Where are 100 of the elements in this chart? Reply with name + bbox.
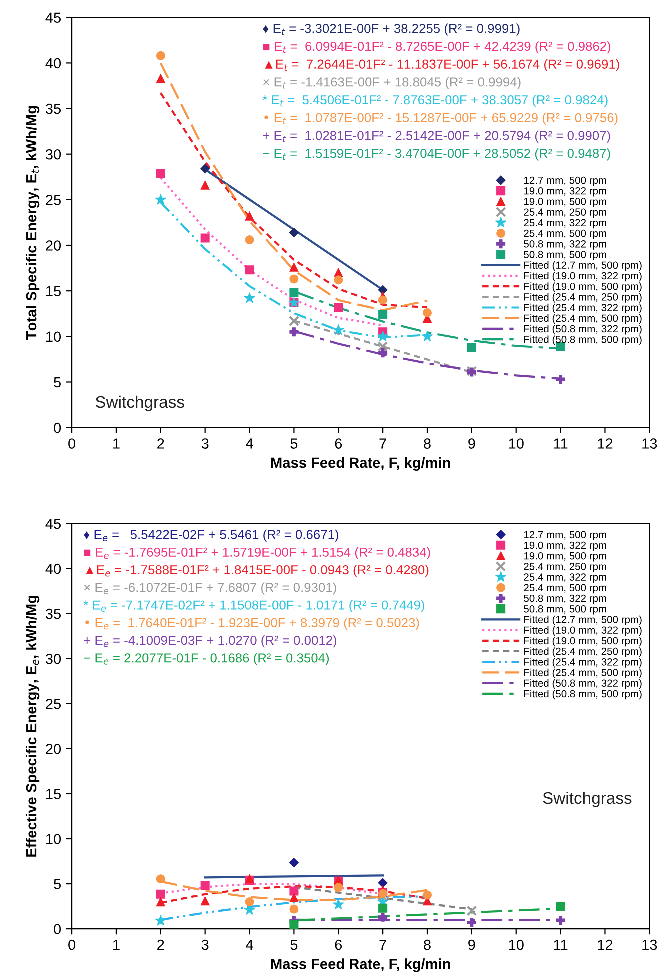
legend-label: Fitted (50.8 mm, 500 rpm)	[524, 690, 642, 700]
legend-label: Fitted (19.0 mm, 500 rpm)	[524, 637, 642, 647]
x-tick-label: 11	[554, 438, 568, 449]
y-tick-label: 40	[46, 58, 62, 69]
annotation: Switchgrass	[96, 396, 184, 412]
annotation: + E$_{t}$ = 1.0281E-01F² - 2.5142E-00F + 20.5794 (R² = 0.9907)	[263, 130, 610, 143]
legend-label: Fitted (25.4 mm, 322 rpm)	[524, 304, 642, 314]
annotation: Switchgrass	[543, 792, 632, 808]
x-tick-label: 0	[68, 940, 76, 950]
legend-label: 12.7 mm, 500 rpm	[524, 176, 606, 186]
x-tick-label: 10	[509, 940, 524, 950]
x-tick-label: 10	[509, 438, 524, 449]
legend-label: 25.4 mm, 500 rpm	[524, 584, 606, 594]
annotation: • E$_{e}$ = 1.7640E-01F² - 1.923E-00F + 8.3979 (R² = 0.5023)	[86, 618, 420, 630]
x-tick-label: 13	[642, 438, 658, 449]
x-tick-label: 11	[554, 940, 568, 950]
legend-label: Fitted (12.7 mm, 500 rpm)	[524, 616, 642, 626]
annotation: ♦ E$_{e}$ = 5.5422E-02F + 5.5461 (R² = 0.6671)	[84, 530, 338, 542]
y-tick-label: 20	[46, 744, 62, 754]
legend-label: Fitted (25.4 mm, 500 rpm)	[524, 668, 642, 678]
annotation: ▲E$_{e}$ = -1.7588E-01F² + 1.8415E-00F - 0.0943 (R² = 0.4280)	[86, 565, 429, 578]
y-axis-title: Effective Specific Energy, E$_{e}$, kWh/Mg	[26, 596, 40, 857]
x-tick-label: 13	[642, 940, 658, 950]
legend-label: Fitted (25.4 mm, 322 rpm)	[524, 658, 642, 668]
x-axis-title: Mass Feed Rate, F, kg/min	[271, 958, 450, 972]
legend-label: 19.0 mm, 322 rpm	[524, 542, 606, 552]
y-tick-label: 5	[54, 879, 62, 890]
x-tick-label: 4	[246, 438, 254, 449]
x-tick-label: 1	[114, 438, 120, 449]
y-tick-label: 30	[46, 149, 62, 160]
annotation: × E$_{t}$ = -1.4163E-00F + 18.8045 (R² = 0.9994)	[264, 77, 521, 90]
y-tick-label: 0	[54, 924, 62, 934]
x-tick-label: 4	[246, 940, 254, 950]
x-tick-label: 2	[158, 940, 164, 950]
legend-label: 19.0 mm, 500 rpm	[524, 198, 606, 208]
annotation: − E$_{t}$ = 1.5159E-01F² - 3.4704E-00F + 28.5052 (R² = 0.9487)	[263, 148, 610, 161]
legend-label: Fitted (19.0 mm, 322 rpm)	[524, 626, 642, 636]
legend-label: 19.0 mm, 500 rpm	[524, 552, 606, 562]
legend-label: Fitted (25.4 mm, 250 rpm)	[524, 293, 642, 303]
x-tick-label: 3	[202, 438, 209, 449]
x-tick-label: 5	[290, 940, 298, 950]
x-tick-label: 6	[335, 940, 342, 950]
legend-label: Fitted (50.8 mm, 500 rpm)	[524, 336, 642, 346]
annotation: + E$_{e}$ = -4.1009E-03F + 1.0270 (R² = 0.0012)	[84, 636, 337, 648]
legend-label: 25.4 mm, 322 rpm	[524, 219, 606, 229]
x-tick-label: 6	[335, 438, 342, 449]
legend-label: 19.0 mm, 322 rpm	[524, 187, 606, 197]
x-tick-label: 3	[202, 940, 209, 950]
x-tick-label: 9	[468, 940, 476, 950]
x-tick-label: 7	[380, 438, 386, 449]
y-tick-label: 45	[46, 519, 62, 530]
x-axis-title: Mass Feed Rate, F, kg/min	[271, 457, 450, 472]
legend-label: 50.8 mm, 500 rpm	[524, 605, 606, 615]
x-tick-label: 0	[68, 438, 76, 449]
x-tick-label: 2	[158, 438, 164, 449]
y-tick-label: 5	[54, 377, 62, 388]
legend-label: Fitted (50.8 mm, 322 rpm)	[524, 325, 642, 335]
annotation: ■ E$_{e}$ = -1.7695E-01F² + 1.5719E-00F + 1.5154 (R² = 0.4834)	[84, 547, 430, 560]
legend-label: 50.8 mm, 322 rpm	[524, 240, 606, 250]
legend-label: 50.8 mm, 322 rpm	[524, 594, 606, 604]
x-tick-label: 9	[468, 438, 476, 449]
y-tick-label: 25	[46, 195, 62, 206]
y-tick-label: 10	[46, 332, 62, 342]
legend-label: Fitted (25.4 mm, 250 rpm)	[524, 648, 642, 658]
annotation: * E$_{e}$ = -7.1747E-02F² + 1.1508E-00F - 1.0171 (R² = 0.7449)	[84, 600, 424, 612]
annotation: − E$_{e}$ = 2.2077E-01F - 0.1686 (R² = 0.3504)	[84, 653, 330, 666]
legend-label: Fitted (12.7 mm, 500 rpm)	[524, 261, 642, 272]
x-tick-label: 7	[380, 940, 386, 950]
y-tick-label: 0	[54, 422, 62, 434]
annotation: ♦ E$_{t}$ = -3.3021E-00F + 38.2255 (R² = 0.9991)	[263, 24, 520, 36]
legend-label: 25.4 mm, 250 rpm	[524, 563, 606, 572]
legend-label: Fitted (50.8 mm, 322 rpm)	[524, 679, 642, 690]
annotation: ▲E$_{t}$ = 7.2644E-01F² - 11.1837E-00F + 56.1674 (R² = 0.9691)	[265, 59, 620, 72]
y-tick-label: 30	[46, 654, 62, 664]
y-tick-label: 25	[46, 699, 62, 710]
legend-label: 25.4 mm, 322 rpm	[524, 574, 606, 583]
y-axis-title: Total Specific Energy, E$_{t}$, kWh/Mg	[26, 106, 40, 340]
x-tick-label: 1	[114, 940, 120, 950]
legend-label: 12.7 mm, 500 rpm	[524, 531, 606, 541]
legend-label: 25.4 mm, 250 rpm	[524, 208, 606, 218]
y-tick-label: 10	[46, 834, 62, 844]
y-tick-label: 20	[46, 240, 62, 251]
x-tick-label: 12	[598, 438, 613, 449]
y-tick-label: 40	[46, 564, 62, 574]
legend-label: Fitted (19.0 mm, 322 rpm)	[524, 272, 642, 282]
annotation: × E$_{e}$ = -6.1072E-01F + 7.6807 (R² = 0.9301)	[84, 582, 336, 595]
annotation: * E$_{t}$ = 5.4506E-01F² - 7.8763E-00F + 38.3057 (R² = 0.9824)	[262, 95, 608, 108]
y-tick-label: 15	[46, 789, 62, 800]
annotation: ■ E$_{t}$ = 6.0994E-01F² - 8.7265E-00F + 42.4239 (R² = 0.9862)	[263, 42, 611, 54]
x-tick-label: 5	[290, 438, 298, 449]
y-tick-label: 35	[46, 104, 62, 114]
x-tick-label: 12	[598, 940, 613, 950]
y-tick-label: 15	[46, 286, 62, 297]
annotation: • E$_{t}$ = 1.0787E-00F² - 15.1287E-00F + 65.9229 (R² = 0.9756)	[264, 112, 618, 126]
y-tick-label: 35	[46, 608, 62, 620]
y-tick-label: 45	[46, 12, 62, 24]
x-tick-label: 8	[424, 940, 431, 950]
legend-label: 25.4 mm, 500 rpm	[524, 230, 606, 240]
legend-label: 50.8 mm, 500 rpm	[524, 251, 606, 260]
x-tick-label: 8	[424, 438, 431, 449]
